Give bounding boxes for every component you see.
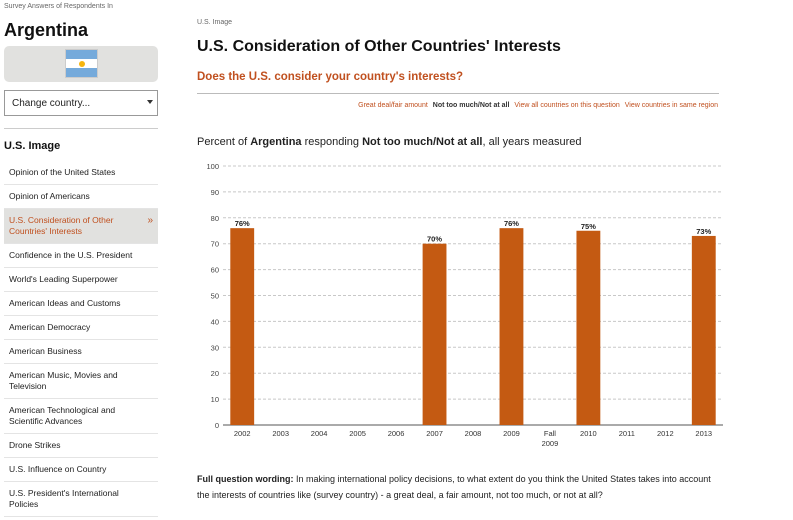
page-title: U.S. Consideration of Other Countries' I… (197, 38, 561, 55)
change-country-label: Change country... (12, 98, 91, 109)
sidebar-item-label: American Business (9, 346, 82, 356)
argentina-flag-icon (65, 49, 98, 78)
sidebar-item[interactable]: Opinion of the United States (4, 161, 158, 185)
percent-prefix: Percent of (197, 136, 251, 148)
change-country-select[interactable]: Change country... (4, 90, 158, 116)
percent-country: Argentina (250, 136, 302, 148)
sidebar-item[interactable]: Drone Strikes (4, 434, 158, 458)
x-tick-label: Fall 2009 (542, 429, 559, 448)
sidebar-item[interactable]: U.S. President's International Policies (4, 482, 158, 517)
sidebar-item-label: World's Leading Superpower (9, 274, 118, 284)
sidebar-item[interactable]: Opinion of Americans (4, 185, 158, 209)
bar-data-label: 76% (504, 219, 519, 228)
y-tick-label: 70 (211, 240, 219, 249)
sidebar-item-label: U.S. President's International Policies (9, 488, 119, 509)
bar-data-label: 76% (235, 219, 250, 228)
sidebar-item-label: Drone Strikes (9, 440, 61, 450)
full-question-label: Full question wording: (197, 474, 294, 484)
x-tick-label: 2011 (619, 429, 635, 438)
x-tick-label: 2002 (234, 429, 251, 438)
sidebar-item-label: Opinion of the United States (9, 167, 116, 177)
y-tick-label: 80 (211, 214, 219, 223)
sidebar-item-label: Confidence in the U.S. President (9, 250, 133, 260)
bar[interactable] (422, 243, 447, 425)
sidebar-item[interactable]: U.S. Consideration of Other Countries' I… (4, 209, 158, 244)
x-tick-label: 2008 (465, 429, 482, 438)
percent-description: Percent of Argentina responding Not too … (197, 136, 582, 148)
survey-label: Survey Answers of Respondents In (4, 3, 113, 10)
sidebar-item-label: U.S. Consideration of Other Countries' I… (9, 215, 114, 236)
percent-mid: responding (301, 136, 363, 148)
bar-data-label: 73% (696, 227, 711, 236)
sidebar-item[interactable]: Confidence in the U.S. President (4, 244, 158, 268)
x-tick-label: 2006 (388, 429, 405, 438)
question-heading: Does the U.S. consider your country's in… (197, 71, 464, 83)
dropdown-arrow-icon (147, 100, 153, 104)
chevron-right-icon: » (147, 215, 153, 226)
y-tick-label: 20 (211, 369, 219, 378)
percent-response: Not too much/Not at all (362, 136, 483, 148)
sidebar-item-label: Opinion of Americans (9, 191, 90, 201)
topic-nav-list: Opinion of the United States Opinion of A… (4, 161, 158, 520)
sidebar-item[interactable]: American Technological and Scientific Ad… (4, 399, 158, 434)
sidebar-item-label: American Ideas and Customs (9, 298, 121, 308)
bar-data-label: 70% (427, 235, 442, 244)
bar[interactable] (499, 228, 524, 425)
main-content: U.S. Image U.S. Consideration of Other C… (197, 0, 793, 520)
bar[interactable] (691, 235, 716, 425)
y-tick-label: 60 (211, 266, 219, 275)
sidebar-divider (4, 128, 158, 129)
sidebar-item-label: U.S. Influence on Country (9, 464, 107, 474)
y-tick-label: 10 (211, 395, 219, 404)
full-question-wording: Full question wording: In making interna… (197, 471, 722, 503)
sidebar-item[interactable]: American Democracy (4, 316, 158, 340)
section-heading: U.S. Image (4, 140, 61, 152)
x-tick-label: 2009 (503, 429, 520, 438)
y-tick-label: 100 (206, 162, 219, 171)
option-selected[interactable]: Not too much/Not at all (432, 102, 510, 109)
y-tick-label: 50 (211, 292, 219, 301)
sidebar-item[interactable]: U.S. Influence on Country (4, 458, 158, 482)
x-tick-label: 2013 (695, 429, 712, 438)
x-tick-label: 2004 (311, 429, 328, 438)
y-tick-label: 30 (211, 343, 219, 352)
breadcrumb: U.S. Image (197, 19, 233, 26)
response-options: Great deal/fair amount Not too much/Not a… (353, 102, 718, 109)
option-link[interactable]: Great deal/fair amount (358, 102, 428, 109)
sidebar-item[interactable]: American Music, Movies and Television (4, 364, 158, 399)
x-tick-label: 2012 (657, 429, 674, 438)
y-tick-label: 40 (211, 317, 219, 326)
x-tick-label: 2007 (426, 429, 443, 438)
option-link[interactable]: View countries in same region (624, 102, 718, 109)
full-question-text: In making international policy decisions… (197, 474, 711, 500)
sidebar-item-label: American Democracy (9, 322, 91, 332)
y-tick-label: 0 (215, 421, 219, 430)
sidebar-item[interactable]: World's Leading Superpower (4, 268, 158, 292)
sidebar-item-label: American Music, Movies and Television (9, 370, 118, 391)
x-tick-label: 2003 (272, 429, 289, 438)
y-tick-label: 90 (211, 188, 219, 197)
bar-chart: 0 10 20 30 40 50 60 70 80 90 100 76% 2002 2003 2004 200… (206, 162, 723, 448)
percent-suffix: , all years measured (482, 136, 582, 148)
sidebar-item-label: American Technological and Scientific Ad… (9, 405, 116, 426)
sidebar-item[interactable]: American Business (4, 340, 158, 364)
question-divider (197, 93, 719, 94)
bar[interactable] (230, 228, 255, 425)
x-tick-label: 2005 (349, 429, 366, 438)
flag-panel (4, 46, 158, 82)
option-link[interactable]: View all countries on this question (514, 102, 620, 109)
bar[interactable] (576, 230, 601, 425)
sidebar-item[interactable]: American Ideas and Customs (4, 292, 158, 316)
sidebar: Survey Answers of Respondents In Argenti… (0, 0, 160, 520)
country-title: Argentina (4, 20, 89, 40)
x-tick-label: 2010 (580, 429, 597, 438)
bar-data-label: 75% (581, 222, 596, 231)
